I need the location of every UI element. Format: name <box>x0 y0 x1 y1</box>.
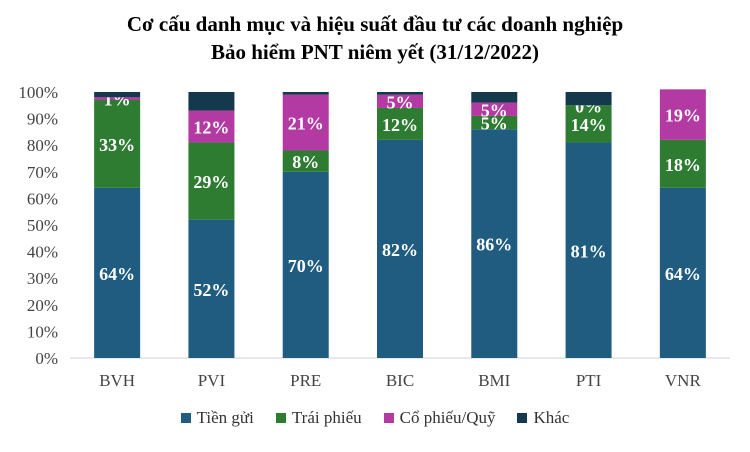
bar-segment <box>565 92 612 106</box>
x-tick-label: BIC <box>386 371 414 390</box>
bar-segment <box>282 94 329 151</box>
bar-segment <box>471 115 518 130</box>
legend-item: Cổ phiếu/Quỹ <box>383 408 496 428</box>
bar-segment <box>94 92 141 98</box>
bar-segment <box>94 187 141 358</box>
bar-segment <box>471 102 518 116</box>
data-label: 70% <box>288 256 324 276</box>
bar-segment <box>377 92 423 95</box>
bar-segment <box>282 150 329 172</box>
data-label: 64% <box>665 264 701 284</box>
legend-label: Tiền gửi <box>196 408 254 427</box>
legend-label: Trái phiếu <box>291 408 362 427</box>
legend-swatch <box>383 413 394 423</box>
bar-segment <box>659 139 706 188</box>
y-tick-label: 50% <box>27 216 58 235</box>
bar-segment <box>565 105 612 143</box>
x-tick-label: VNR <box>665 371 702 390</box>
data-label: 33% <box>99 135 135 155</box>
legend: Tiền gửi Trái phiếu Cổ phiếu/Quỹ Khác <box>0 408 750 428</box>
y-tick-label: 100% <box>18 83 58 102</box>
legend-label: Cổ phiếu/Quỹ <box>399 408 496 427</box>
bar-segment <box>471 92 518 103</box>
chart-title-line-1: Cơ cấu danh mục và hiệu suất đầu tư các … <box>126 12 624 36</box>
x-tick-label: PTI <box>576 371 602 390</box>
legend-item: Trái phiếu <box>275 408 362 428</box>
data-label: 12% <box>382 115 418 135</box>
bar-segment <box>659 89 706 140</box>
bar-segment <box>188 92 235 111</box>
y-tick-label: 90% <box>27 110 58 129</box>
legend-swatch <box>275 413 286 423</box>
bar-segment <box>188 219 235 358</box>
data-label: 52% <box>193 280 229 300</box>
bar-segment <box>94 97 141 100</box>
data-label: 14% <box>571 115 607 135</box>
x-tick-label: PRE <box>290 371 321 390</box>
data-label: 86% <box>476 235 512 255</box>
bar-segment <box>565 142 612 358</box>
legend-item: Tiền gửi <box>180 408 254 428</box>
data-label: 8% <box>292 152 319 172</box>
y-tick-label: 80% <box>27 136 58 155</box>
legend-swatch <box>180 413 191 423</box>
y-tick-label: 60% <box>27 189 58 208</box>
bar-segment <box>94 99 141 188</box>
y-tick-label: 10% <box>27 322 58 341</box>
bar-segment <box>471 129 518 358</box>
data-label: 18% <box>665 155 701 175</box>
chart-title-line-2: Bảo hiểm PNT niêm yết (31/12/2022) <box>210 40 539 64</box>
legend-item: Khác <box>517 408 569 428</box>
y-tick-label: 20% <box>27 296 58 315</box>
legend-swatch <box>517 413 528 423</box>
x-tick-label: PVI <box>198 371 226 390</box>
data-label: 5% <box>481 100 508 120</box>
bar-segment <box>377 107 423 140</box>
y-tick-label: 70% <box>27 163 58 182</box>
data-label: 19% <box>665 106 701 126</box>
data-label: 64% <box>99 264 135 284</box>
data-label: 81% <box>571 241 607 261</box>
legend-label: Khác <box>533 408 570 427</box>
data-label: 12% <box>193 118 229 138</box>
data-label: 82% <box>382 240 418 260</box>
y-tick-label: 0% <box>35 349 58 368</box>
y-tick-label: 30% <box>27 269 58 288</box>
data-label: 5% <box>481 114 508 134</box>
bar-segment <box>188 110 235 143</box>
bar-segment <box>377 139 423 358</box>
data-label: 21% <box>288 114 324 134</box>
x-tick-label: BVH <box>99 371 135 390</box>
bar-segment <box>188 142 235 220</box>
x-tick-label: BMI <box>478 371 510 390</box>
data-label: 5% <box>387 92 414 112</box>
bar-segment <box>282 92 329 95</box>
y-tick-label: 40% <box>27 243 58 262</box>
bar-segment <box>377 94 423 108</box>
data-label: 29% <box>193 172 229 192</box>
bar-segment <box>659 187 706 358</box>
bar-segment <box>282 171 329 358</box>
